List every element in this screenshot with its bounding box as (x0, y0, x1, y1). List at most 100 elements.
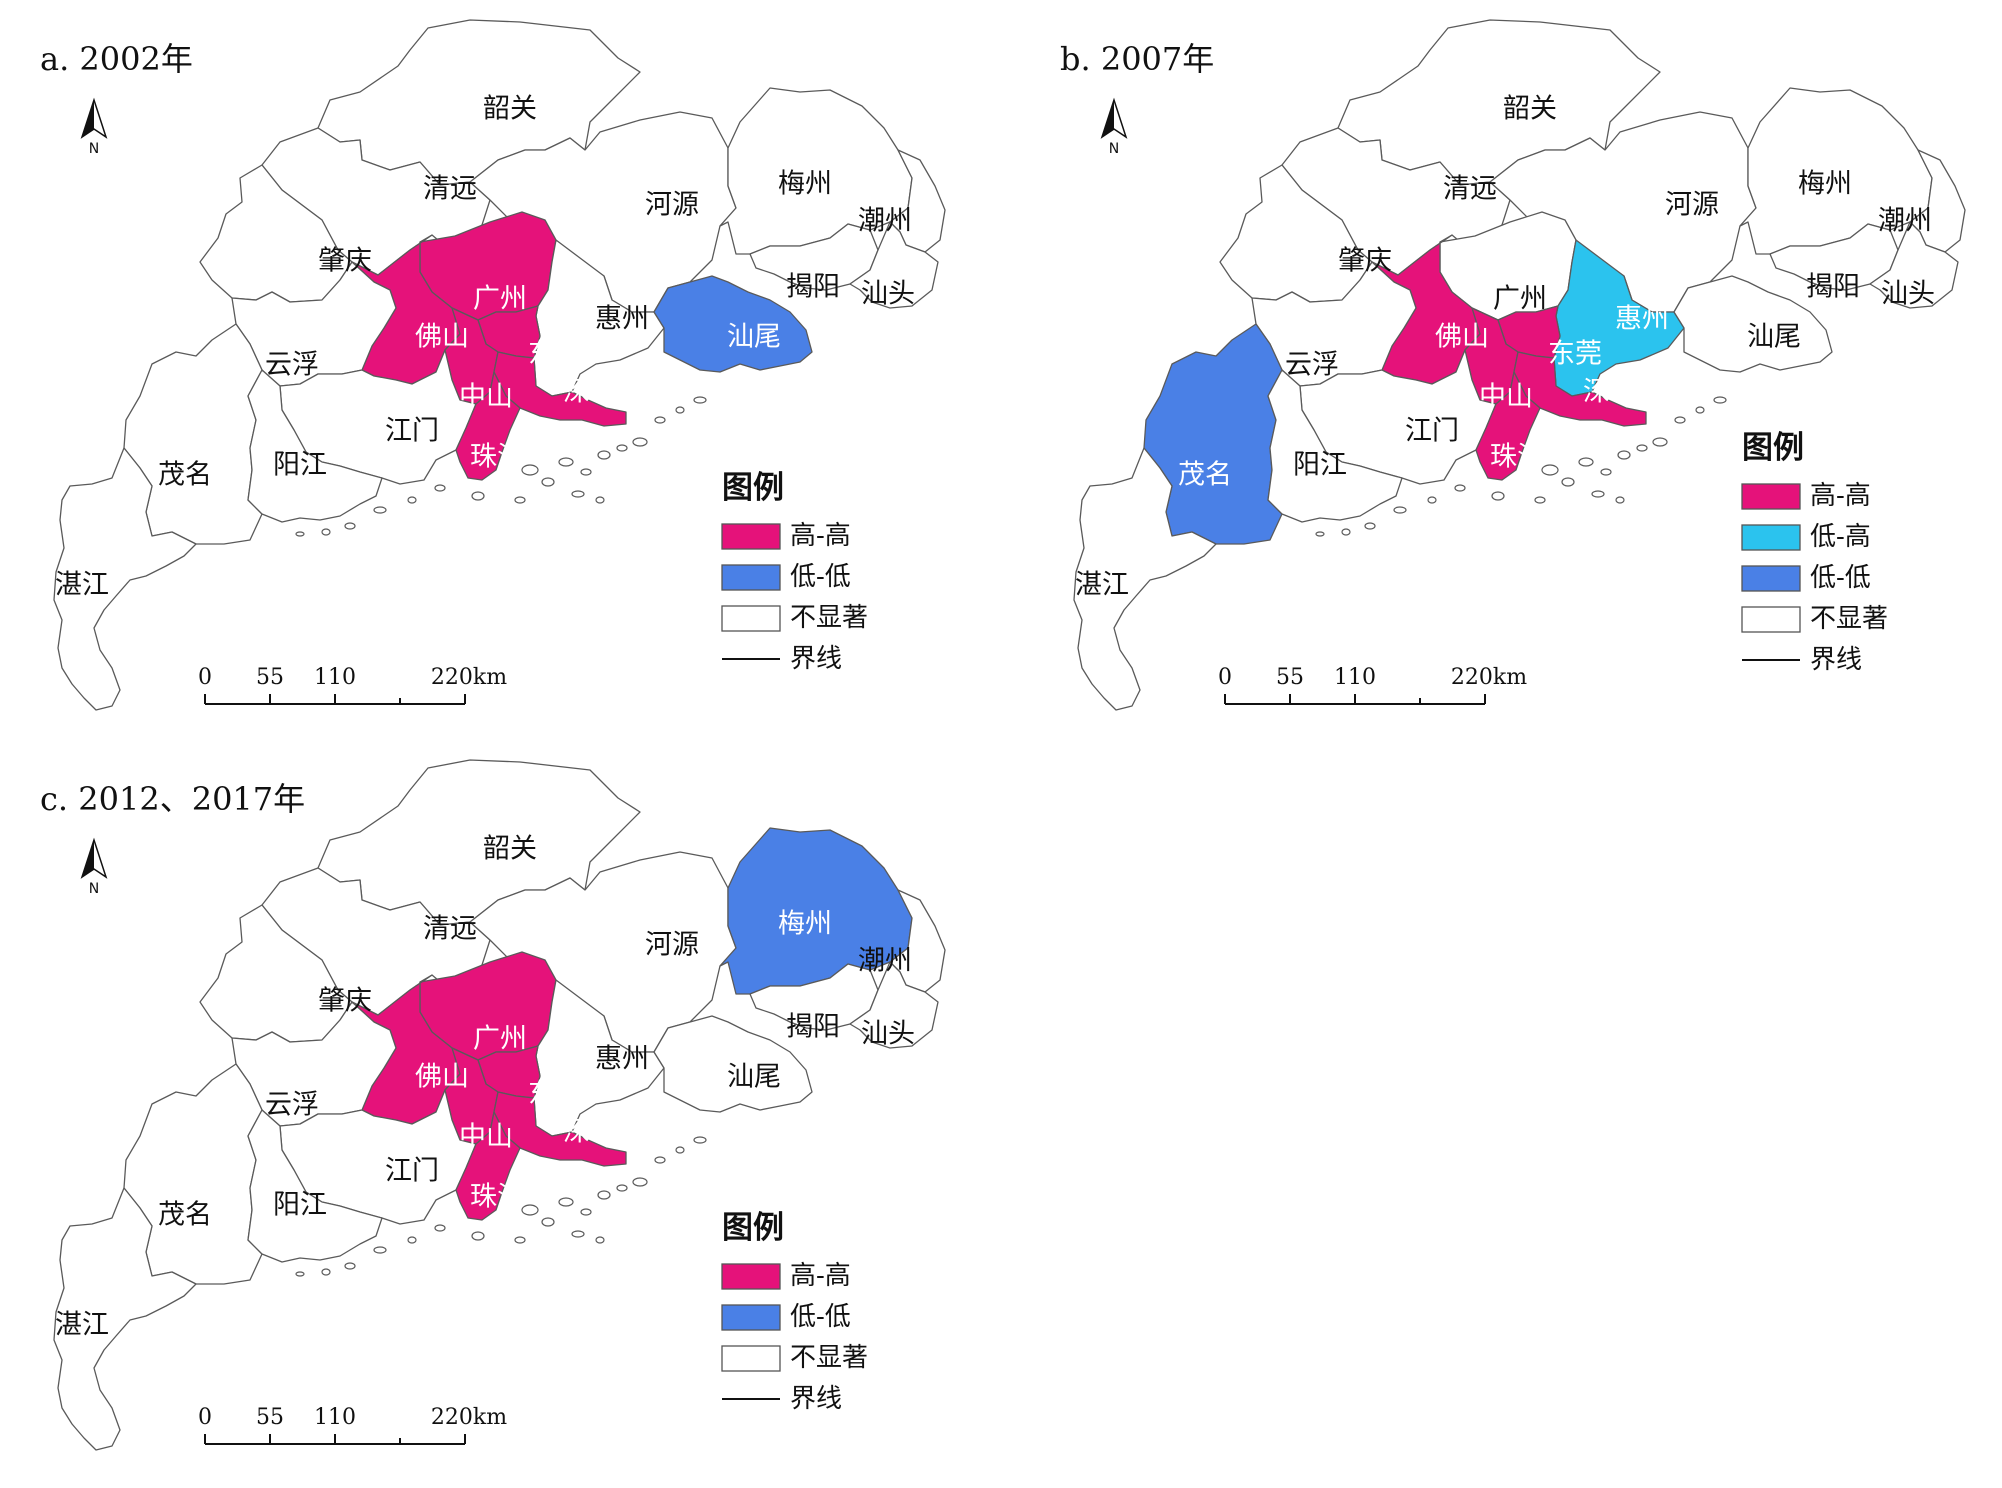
city-label-yunfu: 云浮 (265, 350, 319, 381)
region-shantou (1869, 221, 1959, 309)
legend-title: 图例 (722, 1210, 784, 1246)
legend-swatch-high-high (1741, 483, 1801, 510)
city-label-jiangmen: 江门 (385, 1156, 439, 1187)
coastline-islands (295, 1136, 707, 1277)
legend-title: 图例 (722, 470, 784, 506)
city-label-zhongshan: 中山 (459, 1122, 513, 1153)
legend-swatch-high-high (721, 523, 781, 550)
city-label-shantou: 汕头 (1881, 279, 1935, 310)
scale-label: 0 (1218, 665, 1232, 690)
region-zhuhai (1475, 371, 1541, 481)
region-shanwei (653, 275, 813, 373)
city-label-jieyang: 揭阳 (786, 272, 840, 303)
city-label-meizhou: 梅州 (1798, 169, 1852, 200)
coastline-islands (295, 396, 707, 537)
city-label-shenzhen: 深圳 (1583, 377, 1637, 408)
city-label-jieyang: 揭阳 (1806, 272, 1860, 303)
legend-swatch-not-significant (721, 1345, 781, 1372)
north-label: N (1109, 141, 1119, 157)
city-label-heyuan: 河源 (645, 930, 699, 961)
region-zhanjiang (53, 447, 197, 711)
scale-label: 0 (198, 1405, 212, 1430)
city-label-dongguan: 东莞 (528, 1079, 582, 1110)
city-label-huizhou: 惠州 (595, 1044, 649, 1075)
legend-label-boundary: 界线 (790, 644, 842, 674)
city-label-maoming: 茂名 (1178, 460, 1232, 491)
city-label-zhuhai: 珠海 (470, 1182, 524, 1213)
city-label-zhuhai: 珠海 (1490, 442, 1544, 473)
legend-swatch-low-low (721, 1304, 781, 1331)
legend-label-low-low: 低-低 (790, 1302, 851, 1332)
legend-label-low-low: 低-低 (790, 562, 851, 592)
city-label-shaoguan: 韶关 (483, 94, 537, 125)
city-label-zhaoqing: 肇庆 (318, 986, 372, 1017)
city-label-yunfu: 云浮 (265, 1090, 319, 1121)
panel-title: a. 2002年 (40, 40, 193, 78)
city-label-zhaoqing: 肇庆 (1338, 246, 1392, 277)
city-label-dongguan: 东莞 (528, 339, 582, 370)
north-label: N (89, 141, 99, 157)
city-label-shanwei: 汕尾 (1747, 322, 1801, 353)
city-label-jieyang: 揭阳 (786, 1012, 840, 1043)
region-shenzhen (1513, 351, 1647, 427)
panel-title: c. 2012、2017年 (40, 780, 305, 818)
scale-bar: 0 55 110 220km (198, 665, 507, 705)
map-panel-b: b. 2007年 N 韶关 清远 河源 梅州 潮州 肇庆 广州 惠州 揭阳 汕头 佛山 东莞 汕尾 云浮 中山 深… (1020, 0, 2002, 740)
city-label-zhanjiang: 湛江 (55, 570, 109, 601)
city-label-yangjiang: 阳江 (273, 450, 327, 481)
city-label-shanwei: 汕尾 (727, 322, 781, 353)
panel-title: b. 2007年 (1060, 40, 1214, 78)
city-label-shenzhen: 深圳 (563, 1117, 617, 1148)
city-label-yangjiang: 阳江 (1293, 450, 1347, 481)
city-label-zhanjiang: 湛江 (1075, 570, 1129, 601)
region-shanwei (1673, 275, 1833, 373)
scale-label: 0 (198, 665, 212, 690)
scale-label: 220km (431, 665, 507, 690)
region-zhanjiang (1073, 447, 1217, 711)
north-arrow-icon: N (80, 97, 108, 157)
city-label-zhuhai: 珠海 (470, 442, 524, 473)
legend-label-boundary: 界线 (790, 1384, 842, 1414)
city-label-heyuan: 河源 (645, 190, 699, 221)
north-arrow-icon: N (80, 837, 108, 897)
scale-label: 55 (256, 1405, 284, 1430)
region-yangjiang (247, 369, 383, 523)
legend-label-not-significant: 不显著 (790, 1343, 868, 1373)
map-panel-c: c. 2012、2017年 N 韶关 清远 河源 梅州 潮州 肇庆 广州 惠州 揭阳 汕头 佛山 东莞 汕尾… (0, 740, 1000, 1480)
legend-swatch-high-high (721, 1263, 781, 1290)
scale-label: 110 (314, 665, 356, 690)
scale-label: 220km (1451, 665, 1527, 690)
legend-swatch-low-low (1741, 565, 1801, 592)
region-zhuhai (455, 371, 521, 481)
city-label-meizhou: 梅州 (778, 909, 832, 940)
city-label-shanwei: 汕尾 (727, 1062, 781, 1093)
city-label-zhaoqing: 肇庆 (318, 246, 372, 277)
city-label-foshan: 佛山 (415, 1062, 469, 1093)
city-label-guangzhou: 广州 (473, 284, 527, 315)
region-shenzhen (493, 351, 627, 427)
city-label-heyuan: 河源 (1665, 190, 1719, 221)
regions (1073, 19, 1966, 711)
legend-swatch-not-significant (1741, 606, 1801, 633)
city-label-qingyuan: 清远 (423, 174, 477, 205)
legend-swatch-not-significant (721, 605, 781, 632)
city-label-zhanjiang: 湛江 (55, 1310, 109, 1341)
scale-label: 110 (1334, 665, 1376, 690)
city-label-shaoguan: 韶关 (483, 834, 537, 865)
regions (53, 759, 946, 1451)
city-label-yangjiang: 阳江 (273, 1190, 327, 1221)
city-label-maoming: 茂名 (158, 460, 212, 491)
region-zhuhai (455, 1111, 521, 1221)
city-label-guangzhou: 广州 (473, 1024, 527, 1055)
legend-label-low-low: 低-低 (1810, 563, 1871, 593)
city-label-shaoguan: 韶关 (1503, 94, 1557, 125)
city-label-chaozhou: 潮州 (1878, 206, 1932, 237)
city-label-shenzhen: 深圳 (563, 377, 617, 408)
scale-label: 55 (256, 665, 284, 690)
scale-label: 55 (1276, 665, 1304, 690)
